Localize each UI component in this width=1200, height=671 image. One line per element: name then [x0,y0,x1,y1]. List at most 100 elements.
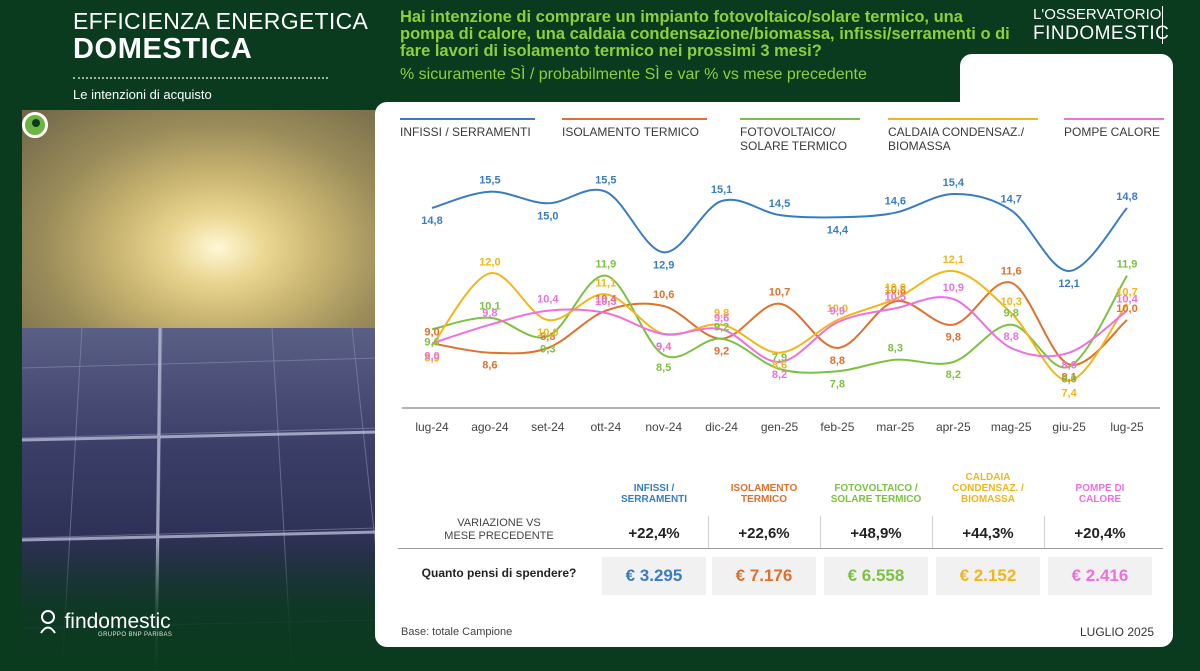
data-label-pompe: 10,3 [595,296,616,308]
data-label-fotovoltaico: 9,3 [540,343,555,355]
title-line2: DOMESTICA [73,33,253,65]
legend-label: SOLARE TERMICO [740,139,848,153]
table-header-line: INFISSI / [633,483,675,494]
legend-isolamento: ISOLAMENTO TERMICO [562,118,707,139]
table-header-line: BIOMASSA [961,494,1015,505]
section-subtitle: Le intenzioni di acquisto [73,87,212,102]
data-label-pompe: 9,0 [424,350,439,362]
series-line-pompe [431,296,1128,364]
question-subtitle: % sicuramente SÌ / probabilmente SÌ e va… [400,66,867,83]
x-tick-label: apr-25 [936,420,971,434]
chart-card [375,102,1173,647]
data-label-pompe: 9,4 [656,341,672,353]
data-label-pompe: 10,9 [943,282,964,294]
data-label-caldaia: 12,0 [479,256,500,268]
data-label-isolamento: 9,0 [424,326,439,338]
base-note: Base: totale Campione [401,626,513,638]
data-label-caldaia: 8,6 [772,360,787,372]
x-tick-label: ago-24 [471,420,509,434]
data-label-isolamento: 10,0 [1116,303,1137,315]
table-header-fotovoltaico: FOTOVOLTAICO / SOLARE TERMICO [822,483,930,505]
data-label-fotovoltaico: 7,9 [772,352,787,364]
data-label-infissi: 14,6 [885,196,906,208]
data-label-fotovoltaico: 8,2 [946,369,961,381]
data-label-caldaia: 10,0 [827,303,848,315]
table-header-isolamento: ISOLAMENTO TERMICO [710,483,818,505]
data-label-infissi: 15,1 [711,184,732,196]
data-label-infissi: 12,9 [653,259,674,271]
data-label-caldaia: 8,9 [424,353,439,365]
legend-infissi: INFISSI / SERRAMENTI [400,118,535,139]
observatory-logo: L'OSSERVATORIO FINDOMESTIC [1033,6,1170,44]
data-label-pompe: 8,6 [1061,360,1076,372]
spend-value-caldaia: € 2.152 [936,557,1040,595]
data-label-pompe: 10,4 [1116,294,1138,306]
legend-swatch [740,118,860,120]
spend-label: Quanto pensi di spendere? [421,566,577,580]
observatory-line1: L'OSSERVATORIO [1033,6,1162,23]
photo-fade [22,540,378,671]
data-label-infissi: 14,8 [421,215,442,227]
legend-label: POMPE CALORE [1064,125,1161,139]
data-label-caldaia: 9,4 [656,341,672,353]
data-label-caldaia: 12,1 [943,254,964,266]
findomestic-logo: findomestic GRUPPO BNP PARIBAS [38,610,172,638]
table-column-divider [820,516,821,548]
x-tick-label: nov-24 [645,420,682,434]
data-label-infissi: 14,5 [769,198,790,210]
data-label-fotovoltaico: 9,8 [1004,308,1019,320]
legend-label: BIOMASSA [888,139,951,153]
data-label-pompe: 8,2 [772,369,787,381]
data-label-fotovoltaico: 8,3 [888,343,903,355]
table-divider [398,548,1163,549]
data-label-caldaia: 11,1 [595,277,616,289]
table-header-line: SOLARE TERMICO [830,494,922,505]
data-label-infissi: 15,5 [479,175,500,187]
legend-caldaia: CALDAIA CONDENSAZ./ BIOMASSA [888,118,1038,153]
photo-sky [22,110,378,332]
data-label-infissi: 14,8 [1116,191,1137,203]
x-tick-label: lug-24 [415,420,449,434]
data-label-fotovoltaico: 9,2 [714,322,729,334]
data-label-pompe: 9,8 [482,308,497,320]
logo-sub: GRUPPO BNP PARIBAS [98,632,173,638]
table-header-line: ISOLAMENTO [730,483,798,494]
findomestic-mascot-icon [40,610,56,634]
legend-pompe: POMPE CALORE [1064,118,1164,139]
title-line1: EFFICIENZA ENERGETICA [73,8,369,34]
eye-icon [22,112,48,138]
logo-name: findomestic [64,610,171,633]
data-label-pompe: 8,8 [1004,331,1019,343]
series-line-caldaia [431,269,1128,382]
data-label-isolamento: 10,6 [653,289,674,301]
data-label-caldaia: 10,0 [537,327,558,339]
data-label-isolamento: 10,8 [885,284,906,296]
table-header-infissi: INFISSI / SERRAMENTI [600,483,708,505]
series-line-fotovoltaico [431,274,1128,374]
data-label-caldaia: 10,9 [885,282,906,294]
data-label-isolamento: 9,2 [714,346,729,358]
table-header-line: CONDENSAZ. / [952,483,1024,494]
data-label-pompe: 9,9 [830,305,845,317]
x-tick-label: gen-25 [761,420,799,434]
table-header-line: POMPE DI [1075,483,1125,494]
table-header-pompe: POMPE DI CALORE [1046,483,1154,505]
x-tick-label: feb-25 [820,420,854,434]
legend-label: CALDAIA CONDENSAZ./ [888,125,1025,139]
data-label-isolamento: 8,6 [482,360,497,372]
table-header-line: SERRAMENTI [620,494,688,505]
data-label-infissi: 14,4 [827,224,849,236]
table-header-line: TERMICO [740,494,788,505]
data-label-infissi: 12,1 [1058,278,1079,290]
spend-value-infissi: € 3.295 [602,557,706,595]
observatory-line2: FINDOMESTIC [1033,23,1170,44]
legend-label: ISOLAMENTO TERMICO [562,125,699,139]
spend-value-pompe: € 2.416 [1048,557,1152,595]
legend-swatch [888,118,1038,120]
variation-value-fotovoltaico: +48,9% [850,525,902,542]
data-label-infissi: 15,4 [943,177,965,189]
variation-value-infissi: +22,4% [628,525,680,542]
x-tick-label: mag-25 [991,420,1032,434]
variation-label-line1: VARIAZIONE VS [457,517,541,529]
data-label-fotovoltaico: 7,8 [830,378,845,390]
